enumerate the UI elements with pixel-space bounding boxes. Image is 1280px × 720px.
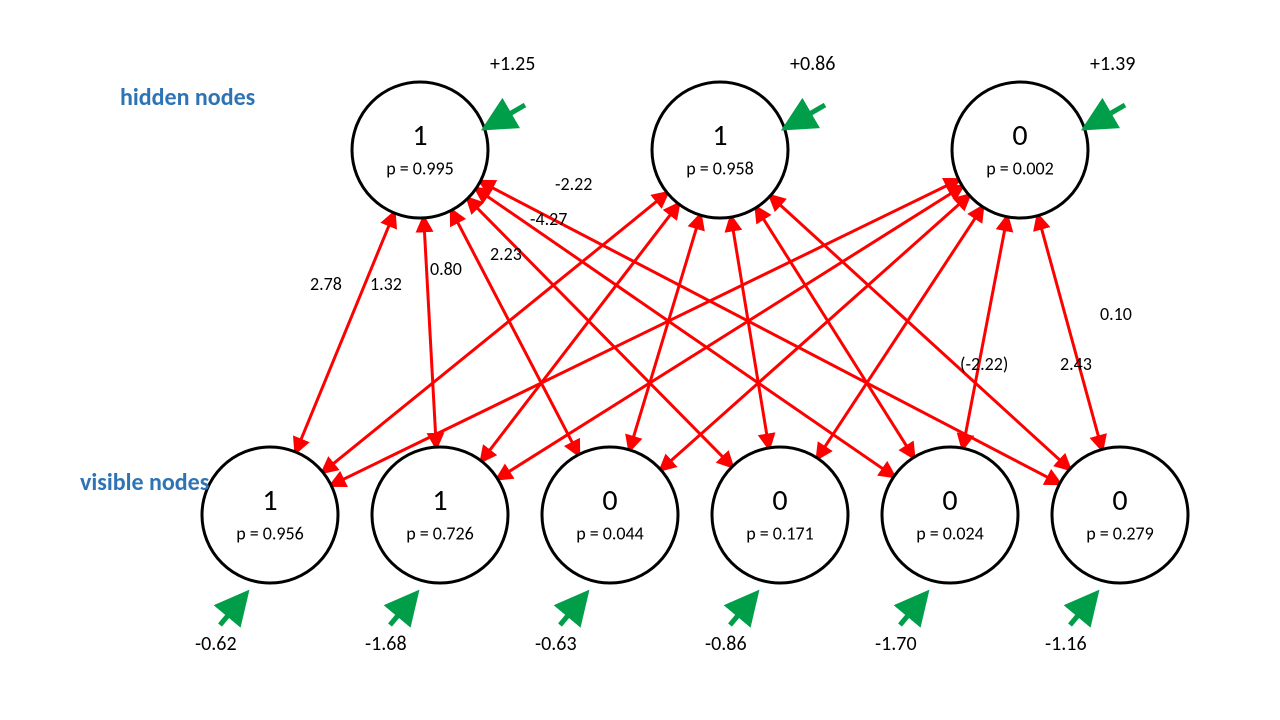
node-value: 0 xyxy=(1112,482,1127,519)
bias-arrow-h1 xyxy=(787,105,825,127)
weight-label-5: -2.22 xyxy=(555,173,592,195)
edge-h0-v0 xyxy=(296,213,394,452)
visible-node-3: 0 p = 0.171 xyxy=(712,447,848,583)
hidden-node-0: 1 p = 0.995 xyxy=(352,82,488,218)
bias-label-h2: +1.39 xyxy=(1090,52,1135,76)
edge-h1-v3 xyxy=(731,217,769,448)
node-probability: p = 0.956 xyxy=(236,522,304,544)
node-probability: p = 0.024 xyxy=(916,522,984,544)
node-probability: p = 0.044 xyxy=(576,522,644,544)
edge-h1-v2 xyxy=(630,215,701,450)
edge-h1-v0 xyxy=(323,193,667,472)
node-value: 0 xyxy=(942,482,957,519)
edge-h2-v3 xyxy=(817,207,982,458)
hidden-layer-label: hidden nodes xyxy=(120,83,255,112)
bias-label-v0: -0.62 xyxy=(195,632,237,656)
bias-label-v4: -1.70 xyxy=(875,632,917,656)
node-value: 0 xyxy=(602,482,617,519)
edge-layer xyxy=(296,180,1102,485)
rbm-diagram: 1 p = 0.995 1 p = 0.958 0 p = 0.002 1 p = 0.956… xyxy=(0,0,1280,720)
hidden-node-1: 1 p = 0.958 xyxy=(652,82,788,218)
bias-label-v5: -1.16 xyxy=(1045,632,1087,656)
bias-label-v3: -0.86 xyxy=(705,632,747,656)
bias-arrow-v3 xyxy=(730,595,755,625)
hidden-node-2: 0 p = 0.002 xyxy=(952,82,1088,218)
bias-label-h0: +1.25 xyxy=(490,52,535,76)
bias-arrow-h0 xyxy=(487,105,525,127)
bias-arrow-h2 xyxy=(1087,105,1125,127)
node-probability: p = 0.279 xyxy=(1086,522,1154,544)
node-value: 1 xyxy=(432,482,447,519)
weight-label-4: -4.27 xyxy=(530,208,567,230)
edge-h2-v5 xyxy=(1038,216,1102,450)
node-value: 0 xyxy=(1012,117,1027,154)
layer-label-layer: hidden nodes visible nodes xyxy=(80,83,255,497)
node-probability: p = 0.002 xyxy=(986,157,1054,179)
weight-label-7: 2.43 xyxy=(1060,353,1092,375)
node-probability: p = 0.995 xyxy=(386,157,454,179)
node-probability: p = 0.171 xyxy=(746,522,814,544)
edge-h0-v4 xyxy=(476,189,894,477)
bias-arrow-v2 xyxy=(560,595,585,625)
bias-label-v2: -0.63 xyxy=(535,632,577,656)
bias-label-v1: -1.68 xyxy=(365,632,407,656)
bias-arrow-v5 xyxy=(1070,595,1095,625)
bias-label-h1: +0.86 xyxy=(790,52,835,76)
weight-label-6: (-2.22) xyxy=(960,353,1008,375)
node-value: 1 xyxy=(712,117,727,154)
node-value: 0 xyxy=(772,482,787,519)
visible-node-5: 0 p = 0.279 xyxy=(1052,447,1188,583)
node-value: 1 xyxy=(262,482,277,519)
node-probability: p = 0.958 xyxy=(686,157,754,179)
node-probability: p = 0.726 xyxy=(406,522,474,544)
bias-arrow-v4 xyxy=(900,595,925,625)
weight-label-2: 0.80 xyxy=(430,258,462,280)
visible-layer-label: visible nodes xyxy=(80,468,209,497)
node-value: 1 xyxy=(412,117,427,154)
visible-node-4: 0 p = 0.024 xyxy=(882,447,1018,583)
edge-h2-v1 xyxy=(498,186,963,479)
bias-arrow-v0 xyxy=(220,595,245,625)
edge-h2-v4 xyxy=(963,217,1007,448)
edge-h1-v4 xyxy=(756,208,913,458)
visible-node-1: 1 p = 0.726 xyxy=(372,447,508,583)
visible-node-2: 0 p = 0.044 xyxy=(542,447,678,583)
weight-label-1: 1.32 xyxy=(370,273,402,295)
bias-arrow-v1 xyxy=(390,595,415,625)
weight-label-8: 0.10 xyxy=(1100,303,1132,325)
weight-label-0: 2.78 xyxy=(310,273,342,295)
visible-node-0: 1 p = 0.956 xyxy=(202,447,338,583)
edge-h0-v1 xyxy=(424,218,437,447)
node-layer: 1 p = 0.995 1 p = 0.958 0 p = 0.002 1 p = 0.956… xyxy=(202,82,1188,583)
weight-label-3: 2.23 xyxy=(490,243,522,265)
